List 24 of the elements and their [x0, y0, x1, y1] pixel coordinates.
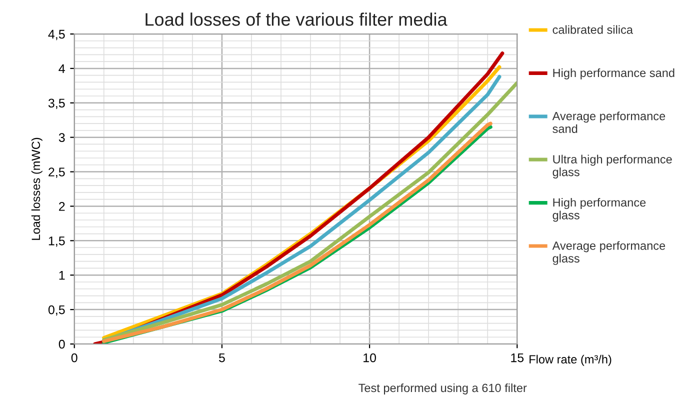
- legend-label: Average performance glass: [552, 241, 666, 265]
- y-tick-label: 0,5: [48, 305, 65, 316]
- y-tick-label: 3,5: [48, 98, 65, 110]
- x-tick-label: 0: [71, 353, 78, 362]
- legend-label: Ultra high performance glass: [552, 154, 672, 179]
- text: Test performed using a 610 filter: [358, 383, 527, 394]
- x-tick-label: 15: [511, 353, 524, 362]
- y-tick-label: 0: [58, 340, 65, 349]
- y-tick-label: 4: [58, 64, 65, 73]
- legend-label: High performance glass: [552, 198, 646, 222]
- y-tick-label: 1,5: [48, 236, 65, 247]
- y-tick-label: 4,5: [48, 30, 65, 40]
- y-tick-label: 3: [58, 133, 65, 142]
- x-tick-label: 5: [218, 353, 225, 362]
- legend-label: Average performance sand: [552, 112, 666, 133]
- legend-label: High performance sand: [553, 68, 674, 80]
- y-axis-title: Load losses (mWC): [31, 138, 42, 240]
- chart-title: Load losses of the various filter media: [146, 12, 448, 26]
- x-tick-label: 10: [364, 353, 376, 362]
- y-tick-label: 1: [59, 271, 65, 280]
- x-axis-title: Flow rate (m³/h): [530, 354, 612, 366]
- y-tick-label: 2: [59, 202, 65, 211]
- legend-label: calibrated silica: [552, 25, 633, 34]
- y-tick-label: 2,5: [48, 168, 65, 178]
